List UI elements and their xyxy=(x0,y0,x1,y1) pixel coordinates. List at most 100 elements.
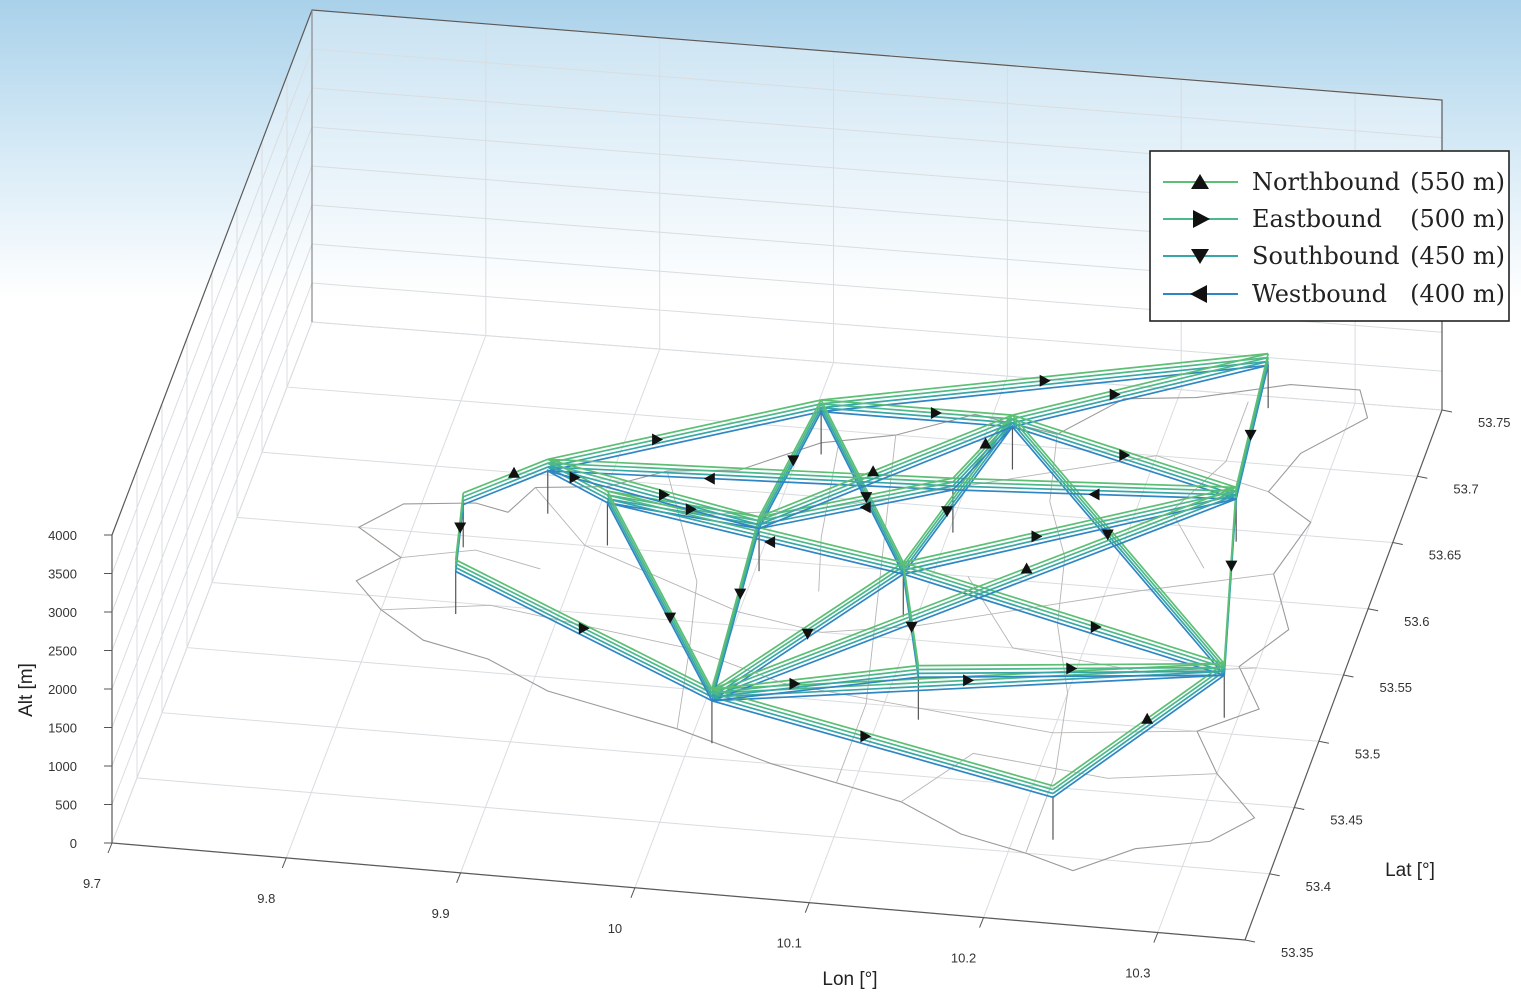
legend-altitude-northbound: (550 m) xyxy=(1410,168,1505,196)
z-tick-label: 3000 xyxy=(48,605,77,620)
route-line-southbound xyxy=(821,360,1269,409)
triangle-left-icon xyxy=(1190,285,1207,303)
route-line-southbound xyxy=(455,566,713,698)
route-line-southbound xyxy=(547,406,822,468)
y-tick-mark xyxy=(1318,740,1329,744)
route-line-eastbound xyxy=(606,494,713,694)
route-line-southbound xyxy=(462,466,549,502)
route-line-southbound xyxy=(952,422,1014,487)
x-tick-label: 10.3 xyxy=(1125,966,1150,981)
route-line-eastbound xyxy=(1011,418,1225,669)
z-tick-label: 4000 xyxy=(48,528,77,543)
route-line-northbound xyxy=(547,458,953,480)
x-tick-label: 9.8 xyxy=(257,891,275,906)
legend: Northbound (550 m) Eastbound (500 m) Sou… xyxy=(1149,150,1510,322)
legend-altitude-eastbound: (500 m) xyxy=(1410,205,1505,233)
y-tick-mark xyxy=(1343,674,1354,678)
route-line-southbound xyxy=(821,406,1013,424)
y-tick-label: 53.65 xyxy=(1429,548,1462,563)
route-line-northbound xyxy=(1223,487,1238,664)
x-axis-label: Lon [°] xyxy=(822,969,877,990)
x-tick-mark xyxy=(107,842,113,854)
route-line-southbound xyxy=(711,696,1054,795)
route-line-westbound xyxy=(821,410,1013,428)
route-line-northbound xyxy=(821,352,1269,401)
x-tick-label: 9.9 xyxy=(432,906,450,921)
triangle-right-icon xyxy=(1193,210,1210,228)
route-marker-southbound xyxy=(1225,560,1238,572)
route-line-eastbound xyxy=(758,403,822,522)
y-axis-label: Lat [°] xyxy=(1385,860,1435,881)
direction-markers xyxy=(454,374,1257,743)
route-line-eastbound xyxy=(711,520,760,694)
route-line-southbound xyxy=(606,498,713,698)
route-line-westbound xyxy=(455,570,713,702)
route-line-eastbound xyxy=(952,481,1237,493)
x-tick-label: 10 xyxy=(608,921,622,936)
route-marker-eastbound xyxy=(1119,449,1131,462)
route-marker-eastbound xyxy=(685,503,697,516)
route-marker-southbound xyxy=(454,522,467,534)
route-line-northbound xyxy=(462,458,549,494)
route-line-eastbound xyxy=(1012,356,1269,420)
route-line-westbound xyxy=(711,699,1054,799)
x-tick-mark xyxy=(630,887,636,898)
z-tick-label: 1500 xyxy=(48,721,77,736)
legend-box xyxy=(1149,150,1510,322)
legend-label-southbound: Southbound xyxy=(1252,242,1400,270)
legend-altitude-westbound: (400 m) xyxy=(1410,280,1505,308)
route-marker-eastbound xyxy=(569,471,581,484)
y-tick-label: 53.4 xyxy=(1306,879,1331,894)
route-marker-eastbound xyxy=(1090,621,1102,633)
route-marker-eastbound xyxy=(930,407,942,419)
route-marker-northbound xyxy=(508,466,520,478)
x-tick-label: 9.7 xyxy=(83,876,101,891)
legend-label-westbound: Westbound xyxy=(1252,280,1387,308)
route-marker-southbound xyxy=(801,628,814,640)
z-tick-label: 1000 xyxy=(48,759,77,774)
z-tick-label: 2000 xyxy=(48,682,77,697)
route-line-southbound xyxy=(1012,360,1269,424)
route-line-northbound xyxy=(758,414,1013,518)
route-line-westbound xyxy=(758,425,1013,530)
route-line-northbound xyxy=(711,486,1237,690)
route-marker-southbound xyxy=(787,455,800,467)
y-tick-label: 53.75 xyxy=(1478,415,1511,430)
x-tick-mark xyxy=(1153,932,1159,943)
route-line-southbound xyxy=(711,524,760,698)
route-line-eastbound xyxy=(711,692,1054,791)
route-line-northbound xyxy=(952,477,1237,489)
axis-edge-front xyxy=(111,535,1246,941)
route-line-westbound xyxy=(1011,426,1225,676)
route-line-eastbound xyxy=(1052,666,1225,791)
route-line-westbound xyxy=(547,470,608,504)
route-line-northbound xyxy=(903,486,1237,564)
route-line-westbound xyxy=(711,676,919,702)
route-marker-southbound xyxy=(941,506,953,518)
y-tick-label: 53.35 xyxy=(1281,945,1314,960)
route-line-westbound xyxy=(711,498,1237,702)
route-marker-eastbound xyxy=(578,622,590,635)
route-line-westbound xyxy=(918,674,1225,679)
x-tick-label: 10.1 xyxy=(777,936,802,951)
z-tick-label: 0 xyxy=(70,836,77,851)
district-border xyxy=(381,604,1198,734)
route-marker-eastbound xyxy=(1031,530,1043,543)
legend-label-eastbound: Eastbound xyxy=(1252,205,1382,233)
route-line-southbound xyxy=(1052,670,1225,795)
route-marker-eastbound xyxy=(659,488,670,501)
route-line-southbound xyxy=(758,485,954,526)
route-marker-northbound xyxy=(1141,712,1154,724)
route-line-southbound xyxy=(1011,422,1225,672)
route-line-southbound xyxy=(918,670,1225,675)
route-marker-eastbound xyxy=(652,433,664,446)
route-line-southbound xyxy=(758,407,822,526)
flight-routes xyxy=(454,352,1269,799)
route-line-southbound xyxy=(903,569,1225,673)
legend-altitude-southbound: (450 m) xyxy=(1410,242,1505,270)
route-marker-southbound xyxy=(664,612,677,624)
route-line-westbound xyxy=(607,501,760,530)
route-line-northbound xyxy=(547,458,760,518)
route-line-westbound xyxy=(903,573,1225,677)
y-tick-label: 53.5 xyxy=(1355,746,1380,761)
